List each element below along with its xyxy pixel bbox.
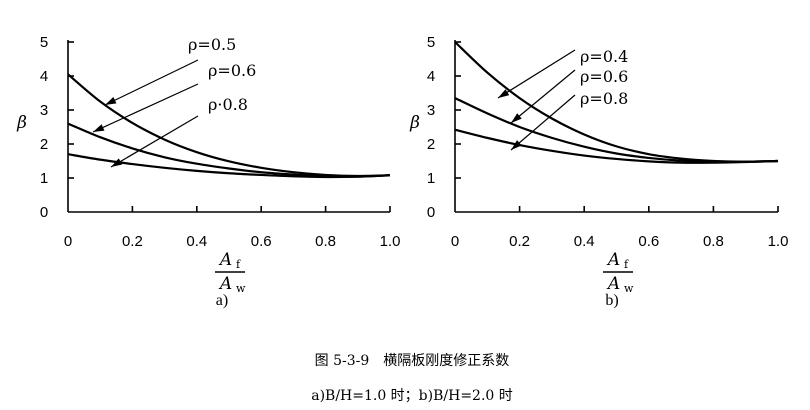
leader-arrow-head — [111, 158, 123, 167]
y-tick-label: 4 — [40, 68, 48, 85]
y-tick-label: 5 — [427, 34, 435, 51]
y-axis-label: β — [16, 113, 27, 133]
x-tick-label: 0.6 — [638, 233, 659, 250]
y-tick-label: 5 — [40, 34, 48, 51]
x-tick-label: 0.8 — [315, 233, 336, 250]
series-label-3: ρ=0.8 — [580, 89, 628, 108]
figure-caption-subtitle: a)B/H=1.0 时；b)B/H=2.0 时 — [311, 388, 513, 404]
y-tick-label: 3 — [40, 102, 48, 119]
series-line-1 — [67, 73, 391, 178]
y-tick-label: 2 — [427, 136, 435, 153]
series-label-2: ρ=0.6 — [208, 61, 256, 80]
leader-arrow-head — [511, 140, 522, 150]
x-axis-label-numerator-sub: f — [236, 258, 241, 271]
leader-arrow-line — [497, 49, 576, 99]
x-tick-label: 0.8 — [703, 233, 724, 250]
y-tick-label: 4 — [427, 68, 435, 85]
y-tick-label: 2 — [40, 136, 48, 153]
leader-arrow-line — [104, 59, 199, 106]
panel-label: b) — [605, 292, 618, 309]
leader-arrow-head — [498, 89, 510, 98]
leader-arrow-line — [110, 115, 199, 168]
series-label-2: ρ=0.6 — [580, 67, 628, 86]
series-line-3 — [67, 153, 391, 179]
x-axis-label-numerator: A — [218, 250, 232, 270]
panel-label: a) — [216, 292, 228, 309]
series-label-1: ρ=0.4 — [580, 47, 628, 66]
x-tick-label: 0 — [451, 233, 459, 250]
y-tick-label: 1 — [40, 170, 48, 187]
y-tick-label: 3 — [427, 102, 435, 119]
x-tick-label: 0.6 — [251, 233, 272, 250]
leader-arrow-head — [105, 97, 117, 105]
x-axis-label-denominator: A — [606, 274, 620, 294]
y-tick-label: 0 — [40, 204, 48, 221]
leader-arrow-head — [93, 124, 105, 132]
x-tick-label: 0 — [64, 233, 72, 250]
x-tick-label: 1.0 — [768, 233, 789, 250]
y-tick-label: 0 — [427, 204, 435, 221]
y-tick-label: 1 — [427, 170, 435, 187]
x-axis-label-denominator-sub: w — [236, 282, 246, 295]
figure-caption-title: 图 5-3-9 横隔板刚度修正系数 — [315, 353, 510, 369]
x-tick-label: 0.4 — [186, 233, 207, 250]
series-label-1: ρ=0.5 — [188, 35, 236, 54]
x-axis-label-denominator-sub: w — [624, 282, 634, 295]
series-line-2 — [67, 122, 391, 178]
x-axis-label-numerator-sub: f — [624, 258, 629, 271]
series-label-3: ρ·0.8 — [208, 95, 248, 114]
series-line-3 — [454, 128, 779, 164]
x-tick-label: 1.0 — [380, 233, 401, 250]
leader-arrow-line — [92, 83, 199, 133]
x-axis-label-denominator: A — [218, 274, 232, 294]
x-tick-label: 0.2 — [509, 233, 530, 250]
leader-arrow-line — [510, 69, 576, 124]
y-axis-label: β — [409, 113, 420, 133]
x-tick-label: 0.4 — [574, 233, 595, 250]
leader-arrow-line — [510, 94, 576, 151]
leader-arrow-head — [511, 113, 522, 123]
x-tick-label: 0.2 — [122, 233, 143, 250]
x-axis-label-numerator: A — [606, 250, 620, 270]
